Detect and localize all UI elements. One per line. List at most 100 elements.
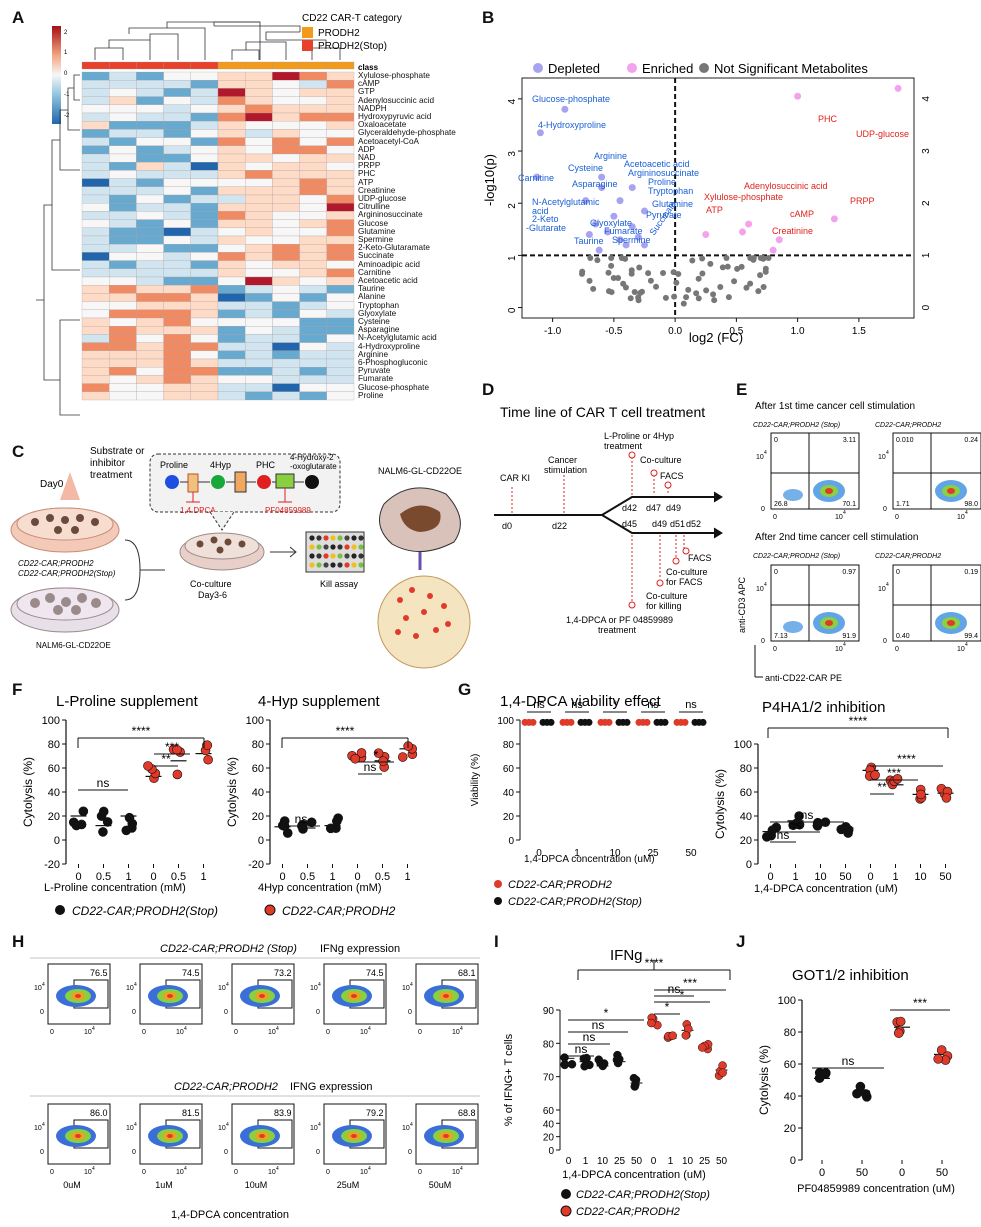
heatmap-cell bbox=[190, 244, 219, 253]
data-point bbox=[560, 1060, 569, 1070]
heatmap-cell bbox=[217, 145, 246, 155]
axis-tick: 0 bbox=[132, 1149, 136, 1156]
ns-point bbox=[608, 289, 615, 296]
heatmap-cell bbox=[190, 358, 219, 368]
timeline-labels: CAR KI Cancer stimulation L-Proline or 4… bbox=[500, 431, 712, 635]
heatmap-cell bbox=[326, 235, 355, 245]
heatmap-cell bbox=[326, 367, 355, 376]
heatmap-cell bbox=[136, 112, 164, 122]
ns-point bbox=[724, 263, 731, 270]
h-row1: CD22-CAR;PRODH2 (Stop) bbox=[160, 943, 297, 955]
panel-label-d: D bbox=[482, 380, 495, 399]
plate-well bbox=[358, 544, 364, 550]
volcano-point bbox=[561, 105, 569, 113]
data-point bbox=[718, 1068, 727, 1077]
data-point bbox=[933, 1054, 943, 1064]
data-point bbox=[643, 718, 651, 726]
data-point bbox=[791, 818, 802, 829]
heatmap-cell bbox=[136, 194, 164, 204]
ns-point bbox=[673, 279, 680, 286]
volcano-point bbox=[745, 220, 753, 228]
plate-well bbox=[344, 544, 350, 550]
heatmap-cell bbox=[109, 358, 137, 368]
heatmap-cell bbox=[163, 358, 191, 368]
heatmap-cell bbox=[190, 137, 219, 146]
heatmap-cell bbox=[190, 350, 219, 360]
axis-tick: 10 bbox=[176, 1169, 184, 1176]
heatmap-cell bbox=[245, 276, 273, 286]
heatmap-cell bbox=[326, 104, 355, 114]
axis-tick-sup: 4 bbox=[92, 1026, 95, 1032]
heatmap-cell bbox=[190, 96, 219, 105]
heatmap-cell bbox=[190, 121, 219, 130]
plate-well bbox=[309, 553, 315, 559]
heatmap-cell bbox=[136, 162, 164, 171]
panel-label-e: E bbox=[736, 380, 748, 399]
axis-tick-sup: 4 bbox=[226, 982, 229, 988]
volcano-point bbox=[628, 184, 636, 192]
label: 2-Keto bbox=[532, 214, 559, 224]
heatmap-cell bbox=[217, 391, 246, 401]
facs-panel: After 1st time cancer cell stimulation A… bbox=[737, 401, 981, 683]
x-tick-label: 10 bbox=[914, 871, 926, 883]
heatmap-cell bbox=[163, 121, 191, 130]
enriched-labels: PHC UDP-glucose Adenylosuccinic acid Xyl… bbox=[704, 114, 909, 236]
facs-density bbox=[825, 620, 833, 626]
legend-enriched: Enriched bbox=[642, 61, 693, 76]
y-tick-label: 20 bbox=[740, 835, 752, 847]
data-point bbox=[916, 789, 926, 800]
y-tick-label: 40 bbox=[48, 787, 60, 799]
heatmap-cell bbox=[81, 96, 110, 105]
metabolite-label: Asparagine bbox=[358, 325, 400, 335]
quadrant-ur: 0.19 bbox=[964, 569, 978, 576]
heatmap-cell bbox=[245, 252, 273, 261]
gate-value: 68.8 bbox=[458, 1108, 476, 1118]
label: Taurine bbox=[574, 236, 604, 246]
metabolite-label: Acetoacetic acid bbox=[358, 276, 418, 285]
heatmap-cell bbox=[245, 293, 273, 302]
scale-tick: -2 bbox=[64, 113, 70, 119]
ns-point bbox=[662, 294, 669, 301]
axis-tick-sup: 4 bbox=[843, 510, 846, 516]
metabolite-label: Alanine bbox=[358, 292, 386, 302]
heatmap-cell bbox=[136, 252, 164, 261]
heatmap-cell bbox=[272, 211, 300, 220]
heatmap-cell bbox=[245, 121, 273, 130]
heatmap-cell bbox=[272, 309, 300, 319]
heatmap-cell bbox=[163, 153, 191, 163]
y-tick-label: 60 bbox=[740, 787, 752, 799]
heatmap-cell bbox=[81, 211, 110, 220]
ns-point bbox=[586, 277, 593, 284]
h-row2: CD22-CAR;PRODH2 bbox=[174, 1081, 278, 1093]
g-xlabel-2: 1,4-DPCA concentration (uM) bbox=[754, 883, 898, 895]
ns-point bbox=[636, 264, 643, 271]
heatmap-cell bbox=[326, 153, 355, 163]
metabolite-label: Glucose-phosphate bbox=[358, 382, 430, 392]
arrow-icon bbox=[270, 546, 297, 558]
heatmap-cell bbox=[109, 235, 137, 245]
heatmap-cell bbox=[272, 129, 300, 138]
plate-well bbox=[351, 562, 357, 568]
heatmap-cell bbox=[272, 137, 300, 146]
heatmap-cell bbox=[217, 112, 246, 122]
axis-tick: 10 bbox=[218, 1125, 226, 1132]
heatmap-cell bbox=[245, 235, 273, 245]
heatmap-cell bbox=[190, 383, 219, 392]
facs-density bbox=[351, 994, 357, 998]
sig-label: ** bbox=[161, 752, 171, 766]
heatmap-cell bbox=[326, 342, 355, 351]
plate-well bbox=[330, 562, 336, 568]
y-axis-label: Viability (%) bbox=[470, 754, 481, 807]
data-point bbox=[98, 827, 108, 837]
heatmap-cell bbox=[109, 203, 137, 212]
heatmap-cell bbox=[136, 260, 164, 269]
heatmap-cell bbox=[299, 211, 327, 220]
heatmap-cell bbox=[81, 186, 110, 196]
divider bbox=[30, 957, 480, 1097]
heatmap-cell bbox=[190, 334, 219, 343]
axis-tick-sup: 4 bbox=[184, 1026, 187, 1032]
heatmap-cell bbox=[217, 326, 246, 335]
proline-label: Proline bbox=[160, 460, 188, 470]
heatmap-cell bbox=[81, 121, 110, 130]
